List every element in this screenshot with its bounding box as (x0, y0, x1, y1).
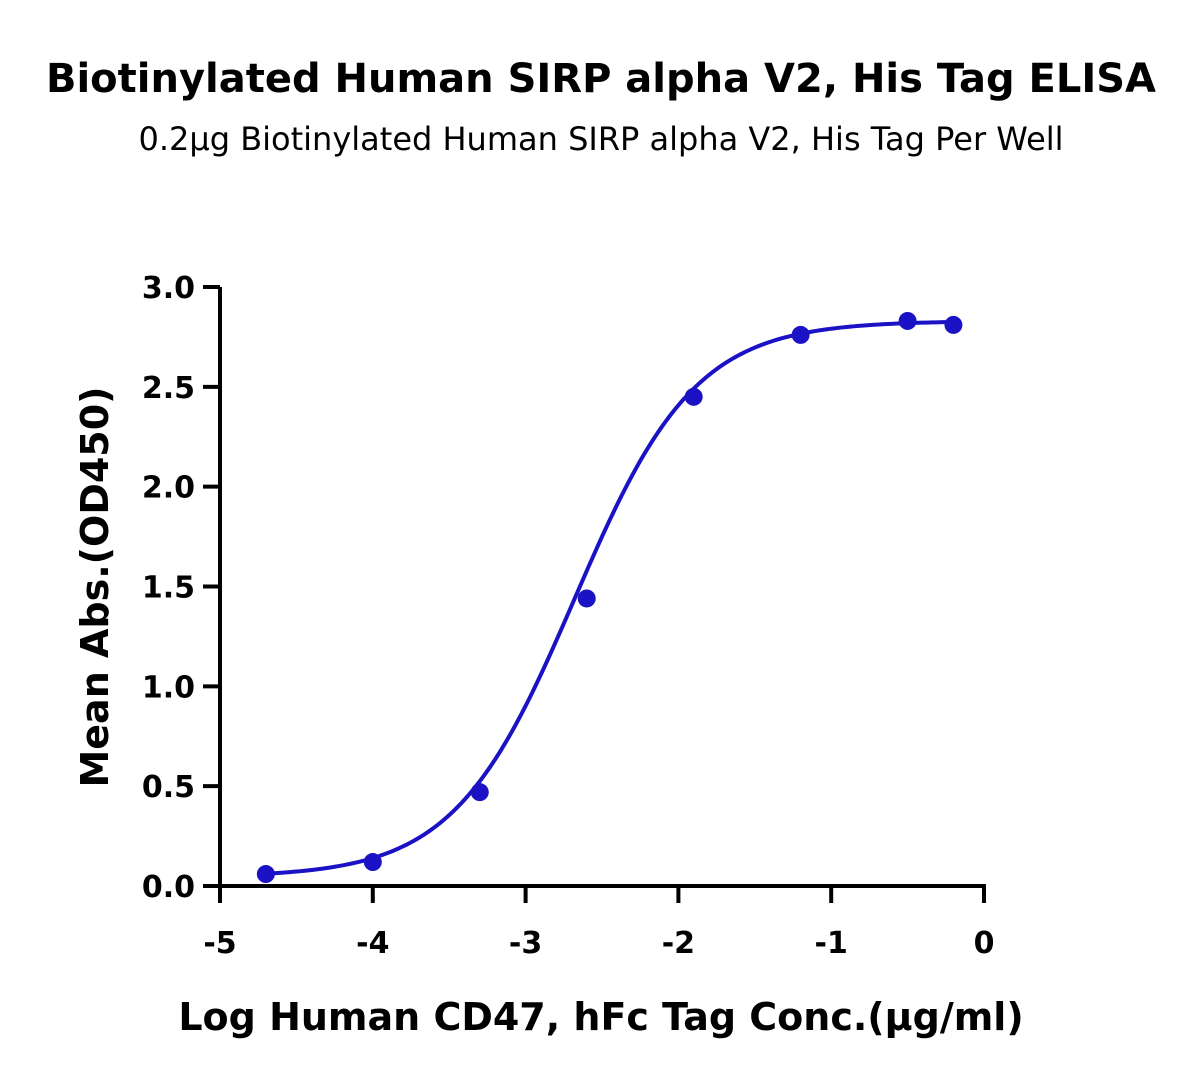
x-tick-label: -4 (356, 926, 389, 961)
data-point (577, 589, 596, 608)
data-point (363, 853, 382, 872)
chart-title: Biotinylated Human SIRP alpha V2, His Ta… (46, 56, 1156, 102)
data-point (944, 315, 963, 334)
y-tick-label: 0.0 (142, 870, 195, 905)
y-tick-label: 3.0 (142, 271, 195, 306)
data-points (256, 311, 963, 884)
x-tick-label: -1 (815, 926, 848, 961)
x-tick-label: -5 (203, 926, 236, 961)
fit-curve (265, 319, 954, 876)
y-tick-label: 2.5 (142, 371, 195, 406)
y-tick-label: 2.0 (142, 471, 195, 506)
data-point (470, 783, 489, 802)
x-axis-label: Log Human CD47, hFc Tag Conc.(μg/ml) (178, 995, 1023, 1039)
data-point (791, 325, 810, 344)
data-point (256, 865, 275, 884)
chart-subtitle: 0.2μg Biotinylated Human SIRP alpha V2, … (138, 120, 1063, 158)
x-axis: -5 -4 -3 -2 -1 0 (203, 884, 995, 961)
y-tick-label: 0.5 (142, 770, 195, 805)
data-point (898, 311, 917, 330)
y-axis: 0.0 0.5 1.0 1.5 2.0 2.5 3.0 (142, 271, 222, 905)
x-tick-label: 0 (974, 926, 995, 961)
x-tick-label: -2 (662, 926, 695, 961)
y-axis-label: Mean Abs.(OD450) (73, 386, 117, 787)
y-tick-label: 1.0 (142, 670, 195, 705)
data-point (684, 387, 703, 406)
fit-curve-group (265, 319, 954, 876)
x-tick-label: -3 (509, 926, 542, 961)
y-tick-label: 1.5 (142, 571, 195, 606)
